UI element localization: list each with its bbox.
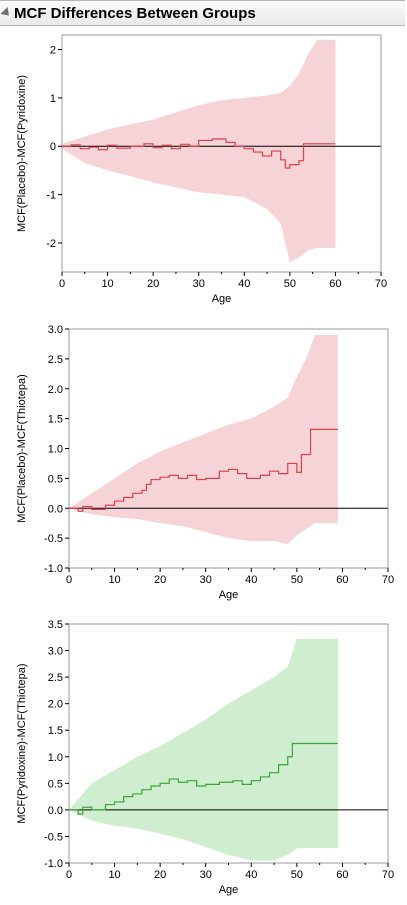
y-tick-label: 1.5 (48, 725, 63, 737)
x-tick-label: 70 (382, 869, 394, 881)
x-tick-label: 60 (329, 278, 341, 290)
y-tick-label: -0.5 (44, 831, 63, 843)
x-tick-label: 50 (291, 574, 303, 586)
report-title: MCF Differences Between Groups (14, 5, 256, 22)
x-tick-label: 70 (375, 278, 387, 290)
y-tick-label: 0.5 (48, 778, 63, 790)
y-tick-label: 2.5 (48, 672, 63, 684)
x-tick-label: 30 (200, 869, 212, 881)
y-tick-label: -1.0 (44, 563, 63, 575)
y-tick-label: 1 (50, 93, 56, 105)
x-tick-label: 0 (66, 574, 72, 586)
y-axis-label: MCF(Placebo)-MCF(Thiotepa) (16, 374, 28, 523)
x-tick-label: 10 (108, 574, 120, 586)
y-tick-label: 3.5 (48, 619, 63, 631)
x-tick-label: 20 (147, 278, 159, 290)
y-tick-label: 0.5 (48, 473, 63, 485)
confidence-band (69, 334, 338, 545)
y-tick-label: 2.0 (48, 384, 63, 396)
y-tick-label: 0.0 (48, 503, 63, 515)
x-tick-label: 10 (108, 869, 120, 881)
x-tick-label: 40 (245, 574, 257, 586)
y-tick-label: 2.0 (48, 699, 63, 711)
x-tick-label: 60 (336, 869, 348, 881)
x-tick-label: 40 (238, 278, 250, 290)
y-axis-label: MCF(Placebo)-MCF(Pyridoxine) (16, 75, 28, 232)
y-tick-label: 0 (50, 141, 56, 153)
y-tick-label: 1.5 (48, 414, 63, 426)
y-tick-label: 1.0 (48, 752, 63, 764)
y-tick-label: -1 (46, 190, 56, 202)
y-tick-label: 1.0 (48, 444, 63, 456)
x-axis-label: Age (212, 293, 232, 305)
mcf-difference-step-line (69, 428, 338, 512)
x-axis-label: Age (219, 884, 239, 896)
y-tick-label: 2.5 (48, 354, 63, 366)
y-tick-label: -2 (46, 238, 56, 250)
mcf-difference-step-line (69, 742, 338, 815)
x-tick-label: 70 (382, 574, 394, 586)
y-tick-label: -1.0 (44, 858, 63, 870)
mcf-diff-chart-placebo-thiotepa: 0 10 20 30 40 50 60 70 -1.0 -0.5 0.0 0.5 1.0 1.5 2.0 2.… (16, 324, 394, 601)
mcf-difference-step-line (62, 138, 336, 169)
x-tick-label: 20 (154, 574, 166, 586)
y-tick-label: 2 (50, 45, 56, 57)
x-tick-label: 0 (66, 869, 72, 881)
x-tick-label: 10 (101, 278, 113, 290)
confidence-band (62, 39, 336, 263)
y-tick-label: 3.0 (48, 646, 63, 658)
x-tick-label: 30 (200, 574, 212, 586)
confidence-band (69, 638, 338, 861)
x-tick-label: 50 (284, 278, 296, 290)
x-tick-label: 30 (193, 278, 205, 290)
x-tick-label: 50 (291, 869, 303, 881)
x-axis-label: Age (219, 589, 239, 601)
y-tick-label: -0.5 (44, 533, 63, 545)
x-tick-label: 0 (59, 278, 65, 290)
y-axis-label: MCF(Pyridoxine)-MCF(Thiotepa) (16, 663, 28, 823)
y-tick-label: 0.0 (48, 805, 63, 817)
mcf-diff-chart-placebo-pyridoxine: 0 10 20 30 40 50 60 70 -2 -1 0 1 2 Age MCF(Placebo)-MC… (16, 34, 387, 305)
y-tick-label: 3.0 (48, 324, 63, 336)
x-tick-label: 40 (245, 869, 257, 881)
report-title-bar: MCF Differences Between Groups (0, 0, 405, 26)
x-tick-label: 60 (336, 574, 348, 586)
x-tick-label: 20 (154, 869, 166, 881)
